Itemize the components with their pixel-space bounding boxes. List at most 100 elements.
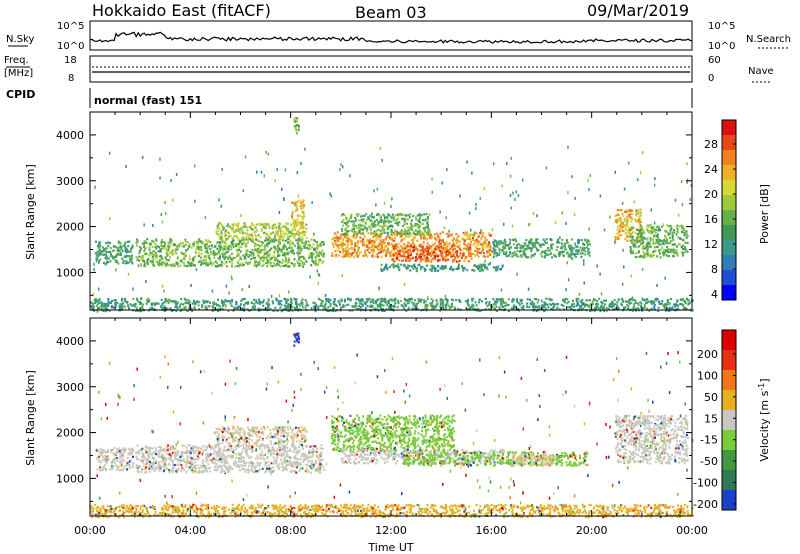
data-cell (276, 232, 279, 235)
data-cell (279, 236, 282, 239)
data-cell (358, 231, 361, 234)
data-speckle (221, 167, 223, 171)
data-cell (659, 248, 662, 251)
data-cell (637, 218, 640, 221)
data-cell (576, 301, 579, 304)
data-cell (375, 300, 378, 303)
data-cell (222, 255, 225, 258)
data-cell (272, 238, 275, 241)
data-cell (417, 299, 420, 302)
data-cell (293, 306, 296, 309)
data-cell (385, 253, 388, 256)
data-cell (150, 252, 153, 255)
data-cell (596, 300, 599, 303)
data-cell (186, 241, 189, 244)
data-cell (437, 265, 439, 268)
data-cell (240, 242, 243, 246)
data-cell (284, 298, 287, 301)
data-cell (332, 306, 335, 310)
data-cell (409, 253, 412, 256)
data-cell (685, 249, 688, 252)
data-cell (484, 308, 487, 311)
data-cell (414, 256, 417, 259)
data-cell (472, 236, 474, 239)
data-cell (291, 215, 293, 218)
data-cell (414, 259, 417, 262)
data-cell (358, 304, 361, 308)
data-cell (151, 239, 154, 243)
data-cell (178, 304, 181, 307)
data-speckle (194, 199, 196, 203)
data-cell (679, 237, 682, 241)
data-cell (626, 218, 629, 221)
data-cell (299, 250, 301, 253)
data-cell (295, 201, 298, 204)
data-cell (415, 270, 418, 273)
data-cell (325, 300, 328, 303)
data-cell (639, 243, 642, 246)
data-cell (451, 269, 454, 272)
data-cell (642, 237, 645, 240)
data-cell (287, 260, 290, 263)
data-cell (197, 245, 200, 248)
data-cell (134, 309, 137, 312)
data-cell (202, 299, 205, 302)
data-cell (416, 231, 419, 235)
data-cell (516, 297, 518, 300)
data-cell (389, 220, 392, 223)
data-speckle (297, 194, 300, 198)
data-cell (273, 309, 276, 312)
data-cell (383, 246, 386, 249)
data-cell (441, 256, 443, 259)
data-cell (430, 236, 433, 239)
data-cell (347, 252, 350, 255)
data-cell (487, 308, 490, 311)
data-cell (219, 247, 221, 250)
data-cell (560, 250, 563, 253)
data-cell (629, 233, 632, 236)
data-cell (142, 303, 145, 306)
data-cell (240, 227, 243, 230)
data-cell (417, 230, 420, 233)
data-cell (372, 247, 375, 251)
data-cell (207, 239, 210, 242)
data-cell (362, 228, 365, 231)
data-cell (383, 268, 385, 271)
data-cell (442, 256, 445, 259)
data-cell (418, 256, 421, 259)
data-cell (558, 252, 561, 255)
data-cell (629, 235, 632, 238)
data-cell (271, 265, 274, 268)
data-cell (167, 263, 170, 267)
data-cell (364, 250, 366, 253)
data-cell (438, 241, 441, 245)
data-cell (502, 250, 505, 253)
data-cell (570, 304, 573, 308)
data-cell (471, 299, 474, 302)
data-speckle (501, 184, 503, 188)
data-cell (380, 297, 383, 300)
data-cell (255, 229, 258, 232)
data-cell (573, 302, 575, 305)
data-cell (167, 299, 170, 302)
data-cell (393, 243, 396, 247)
data-cell (566, 241, 569, 244)
data-cell (281, 261, 284, 264)
data-cell (444, 266, 447, 270)
data-cell (418, 213, 421, 216)
data-speckle (170, 179, 172, 182)
data-cell (376, 223, 379, 226)
data-cell (232, 227, 235, 230)
data-cell (183, 253, 186, 257)
data-cell (345, 240, 348, 243)
data-cell (426, 308, 429, 311)
data-cell (391, 232, 394, 235)
data-cell (155, 257, 158, 260)
data-cell (614, 214, 617, 217)
data-cell (658, 300, 661, 303)
data-speckle (622, 248, 624, 252)
data-cell (450, 233, 453, 236)
data-cell (407, 229, 410, 232)
data-speckle (311, 201, 313, 205)
data-cell (298, 249, 301, 252)
